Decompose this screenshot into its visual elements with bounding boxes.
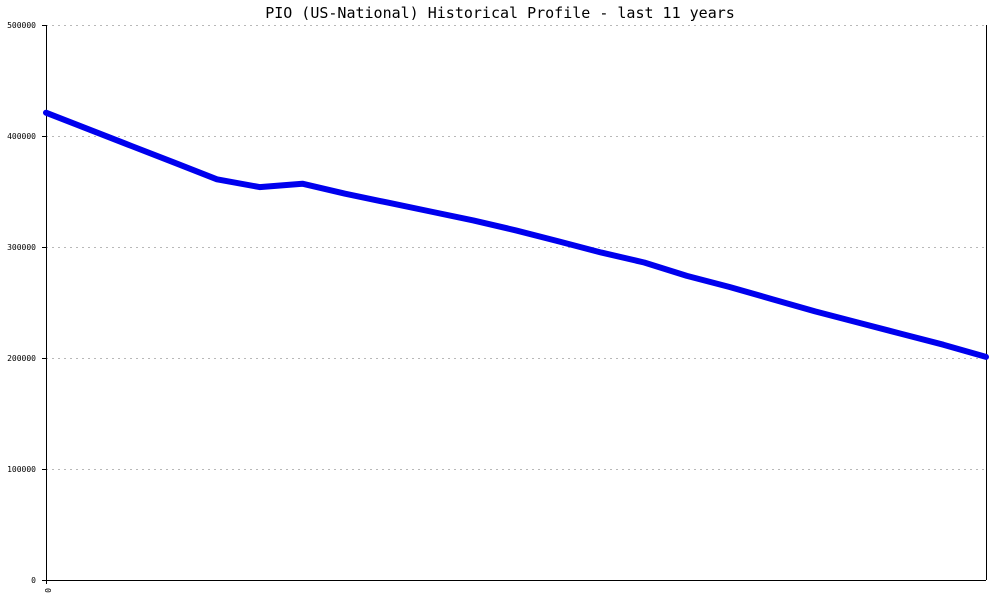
y-tick-label: 200000 (7, 354, 36, 363)
series-line (43, 109, 989, 360)
axis-layer (42, 25, 987, 584)
chart-title: PIO (US-National) Historical Profile - l… (265, 4, 735, 22)
y-tick-label: 0 (31, 576, 36, 585)
x-tick-label: 0 (43, 588, 52, 593)
y-tick-label: 100000 (7, 465, 36, 474)
y-tick-label: 500000 (7, 21, 36, 30)
y-tick-label: 400000 (7, 132, 36, 141)
tick-labels: 0 100000 200000 300000 400000 500000 0 (7, 21, 52, 593)
y-tick-label: 300000 (7, 243, 36, 252)
series-layer (43, 109, 989, 360)
grid-layer (46, 25, 986, 470)
